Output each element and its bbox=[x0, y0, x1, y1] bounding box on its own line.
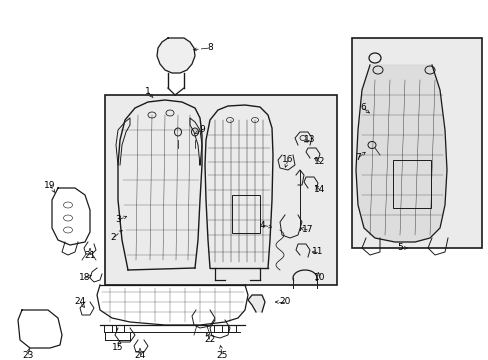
Polygon shape bbox=[247, 295, 264, 312]
Text: 15: 15 bbox=[112, 343, 123, 352]
Text: 9: 9 bbox=[199, 126, 204, 135]
Text: 12: 12 bbox=[314, 158, 325, 166]
Text: 21: 21 bbox=[84, 251, 96, 260]
Text: 11: 11 bbox=[312, 248, 323, 256]
Text: 23: 23 bbox=[22, 351, 34, 360]
Text: 2: 2 bbox=[110, 234, 116, 243]
Text: 14: 14 bbox=[314, 185, 325, 194]
Text: 7: 7 bbox=[354, 153, 360, 162]
Bar bbox=[231, 195, 260, 233]
Text: 6: 6 bbox=[359, 104, 365, 112]
Bar bbox=[351, 38, 481, 248]
Text: 4: 4 bbox=[259, 220, 264, 230]
Text: 5: 5 bbox=[396, 243, 402, 252]
Text: 20: 20 bbox=[279, 297, 290, 306]
Text: 25: 25 bbox=[216, 351, 227, 360]
Text: 24: 24 bbox=[134, 351, 145, 360]
Polygon shape bbox=[157, 38, 195, 73]
Bar bbox=[105, 95, 336, 285]
Text: 10: 10 bbox=[314, 274, 325, 283]
Polygon shape bbox=[355, 65, 446, 242]
Text: 18: 18 bbox=[79, 274, 91, 283]
Text: 17: 17 bbox=[302, 225, 313, 234]
Text: 19: 19 bbox=[44, 180, 56, 189]
Text: 8: 8 bbox=[207, 44, 212, 53]
Text: 22: 22 bbox=[204, 336, 215, 345]
Text: 1: 1 bbox=[145, 87, 151, 96]
Text: 3: 3 bbox=[115, 216, 121, 225]
Text: 16: 16 bbox=[282, 156, 293, 165]
Bar bbox=[392, 160, 430, 208]
Text: 13: 13 bbox=[304, 135, 315, 144]
Text: 24: 24 bbox=[74, 297, 85, 306]
